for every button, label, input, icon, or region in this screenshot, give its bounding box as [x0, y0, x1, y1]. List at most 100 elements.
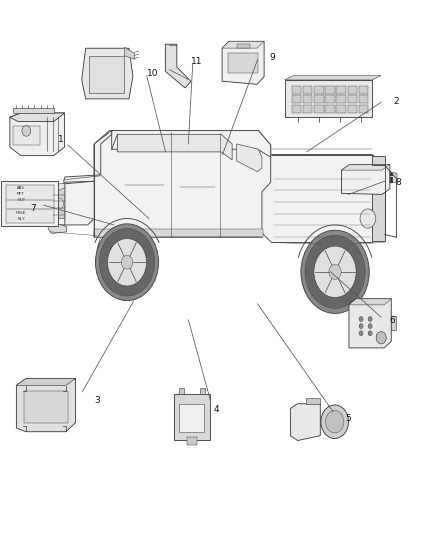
Text: FLP: FLP [18, 198, 25, 203]
Text: 8: 8 [396, 178, 402, 187]
Circle shape [329, 264, 341, 279]
Bar [174, 394, 210, 440]
Bar [336, 95, 346, 103]
Circle shape [99, 229, 155, 296]
Polygon shape [237, 144, 262, 172]
Polygon shape [53, 183, 65, 193]
Circle shape [325, 410, 344, 433]
Bar [336, 86, 346, 94]
Polygon shape [13, 108, 53, 113]
Circle shape [305, 235, 365, 309]
Text: 4: 4 [214, 405, 219, 414]
Bar [292, 105, 301, 113]
Bar [285, 80, 372, 117]
Bar [314, 95, 324, 103]
Polygon shape [124, 47, 134, 59]
Polygon shape [57, 181, 94, 225]
Bar [359, 86, 368, 94]
Bar [359, 105, 368, 113]
Polygon shape [372, 156, 385, 241]
Polygon shape [10, 113, 65, 122]
Polygon shape [390, 172, 397, 183]
Bar [200, 388, 205, 394]
Bar [303, 86, 312, 94]
Bar [292, 86, 301, 94]
Text: RLY: RLY [18, 217, 25, 222]
Circle shape [359, 324, 363, 328]
Circle shape [359, 317, 363, 321]
Polygon shape [290, 404, 320, 440]
Text: 9: 9 [269, 53, 276, 62]
Circle shape [301, 230, 369, 313]
Circle shape [368, 317, 372, 321]
Bar [348, 86, 357, 94]
Polygon shape [222, 42, 264, 84]
Circle shape [368, 331, 372, 336]
Circle shape [359, 331, 363, 336]
Polygon shape [64, 131, 112, 182]
Polygon shape [81, 49, 133, 99]
Polygon shape [222, 42, 264, 48]
Polygon shape [112, 131, 271, 157]
Polygon shape [52, 213, 53, 219]
Bar [325, 95, 335, 103]
Bar [228, 53, 258, 73]
Text: FUSE: FUSE [16, 211, 26, 215]
Circle shape [360, 209, 376, 228]
Polygon shape [349, 299, 391, 348]
Text: 2: 2 [394, 97, 399, 106]
Text: 7: 7 [30, 205, 36, 213]
Polygon shape [25, 391, 67, 423]
Polygon shape [342, 165, 390, 195]
Circle shape [55, 198, 64, 209]
Circle shape [107, 238, 147, 286]
Bar [336, 105, 346, 113]
Polygon shape [349, 299, 391, 305]
Polygon shape [48, 221, 67, 233]
Text: 10: 10 [147, 69, 158, 78]
Polygon shape [94, 229, 263, 237]
Text: 3: 3 [94, 397, 100, 405]
Polygon shape [53, 188, 65, 219]
Polygon shape [117, 134, 232, 160]
Bar [306, 398, 320, 404]
Bar [348, 105, 357, 113]
Bar [237, 44, 250, 48]
Bar [303, 105, 312, 113]
Polygon shape [16, 378, 76, 432]
Bar [391, 316, 396, 330]
Bar [359, 95, 368, 103]
Polygon shape [342, 165, 390, 170]
Text: 5: 5 [346, 414, 352, 423]
Circle shape [368, 324, 372, 328]
Text: MFT: MFT [18, 192, 25, 196]
Bar [179, 388, 184, 394]
Circle shape [321, 405, 349, 439]
Bar [314, 105, 324, 113]
Bar [314, 86, 324, 94]
Bar [348, 95, 357, 103]
Bar [292, 95, 301, 103]
Polygon shape [166, 44, 191, 88]
Bar [180, 404, 204, 432]
Bar [187, 437, 197, 445]
Bar [303, 95, 312, 103]
Text: 1: 1 [57, 135, 64, 144]
Text: ABS: ABS [18, 185, 25, 190]
Bar [13, 126, 40, 145]
Polygon shape [261, 155, 385, 243]
Polygon shape [16, 378, 76, 385]
Polygon shape [52, 184, 65, 225]
Bar [6, 184, 54, 223]
Polygon shape [10, 113, 65, 156]
Bar [1, 181, 58, 226]
Circle shape [121, 255, 133, 269]
Circle shape [376, 332, 386, 344]
Polygon shape [285, 76, 381, 80]
Bar [89, 56, 124, 93]
Text: 6: 6 [389, 317, 395, 325]
Circle shape [95, 224, 159, 301]
Circle shape [314, 246, 356, 297]
Bar [325, 105, 335, 113]
Circle shape [22, 126, 31, 136]
